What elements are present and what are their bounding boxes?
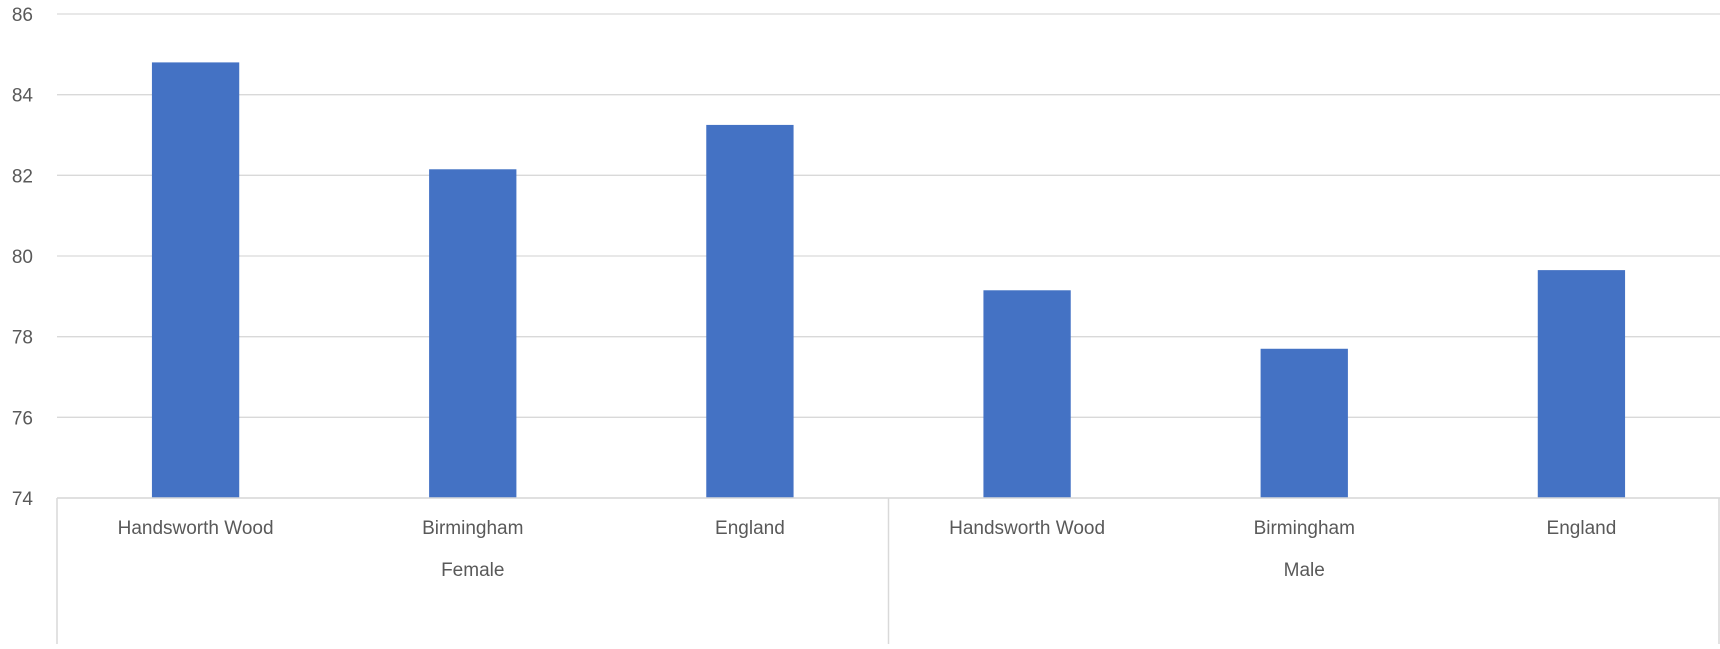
bars [151, 62, 1626, 499]
bar-male-2 [1260, 348, 1348, 498]
group-label-female: Female [441, 560, 504, 581]
bar-female-1 [151, 62, 240, 499]
x-category-label: England [715, 518, 785, 539]
bar-female-2 [429, 169, 517, 499]
y-axis-tick-labels: 74 76 78 80 82 84 86 [12, 5, 34, 510]
y-tick-label: 74 [12, 489, 34, 510]
x-axis-labels: Handsworth Wood Birmingham England Handswor… [118, 518, 1617, 581]
bar-male-1 [983, 290, 1071, 498]
y-tick-label: 86 [12, 5, 33, 26]
x-category-label: Birmingham [422, 518, 523, 539]
y-tick-label: 82 [12, 166, 33, 187]
group-label-male: Male [1284, 560, 1325, 581]
x-category-label: Handsworth Wood [118, 518, 274, 539]
y-tick-label: 78 [12, 328, 33, 349]
y-tick-label: 80 [12, 247, 33, 268]
y-tick-label: 84 [12, 86, 34, 107]
bar-female-3 [706, 124, 794, 499]
y-tick-label: 76 [12, 408, 33, 429]
bar-male-3 [1537, 270, 1626, 498]
x-category-label: Birmingham [1254, 518, 1355, 539]
x-category-label: Handsworth Wood [949, 518, 1105, 539]
gridlines [57, 13, 1720, 499]
x-category-label: England [1547, 518, 1617, 539]
category-axis [56, 497, 1720, 644]
